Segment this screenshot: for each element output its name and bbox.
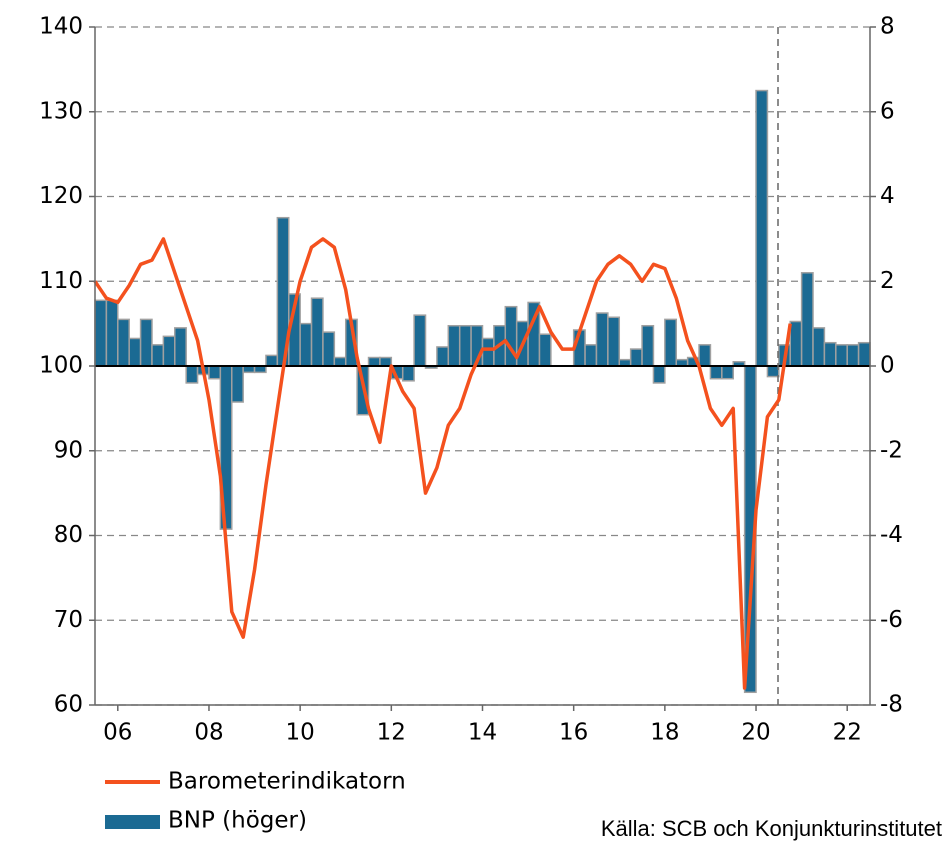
bar <box>698 344 712 367</box>
y2-tick-label: 8 <box>880 14 895 40</box>
bar <box>413 314 427 367</box>
bar <box>139 318 153 367</box>
x-tick-label: 06 <box>103 720 132 746</box>
y-tick-label: 80 <box>54 522 83 548</box>
bar <box>208 365 222 380</box>
legend-label: Barometerindikatorn <box>168 769 406 795</box>
y-tick-label: 110 <box>39 268 83 294</box>
bar <box>812 327 826 367</box>
bar <box>322 331 336 367</box>
bar <box>162 335 176 367</box>
y-tick-label: 60 <box>54 692 83 718</box>
bar <box>846 344 860 367</box>
bar <box>800 272 814 367</box>
bar <box>641 324 655 367</box>
bar <box>857 341 871 367</box>
bar <box>766 365 780 378</box>
x-tick-label: 18 <box>650 720 679 746</box>
bar <box>835 344 848 367</box>
x-tick-label: 12 <box>377 720 406 746</box>
bar <box>117 318 130 367</box>
bar <box>595 312 609 367</box>
y-tick-label: 140 <box>39 14 83 40</box>
bar <box>265 354 279 367</box>
x-tick-label: 22 <box>833 720 862 746</box>
source-note: Källa: SCB och Konjunkturinstitutet <box>601 816 942 841</box>
bar <box>664 318 678 367</box>
y2-tick-label: 4 <box>880 183 895 209</box>
bar <box>185 365 199 384</box>
bar <box>823 341 837 367</box>
bar <box>174 327 187 367</box>
bar <box>458 324 472 367</box>
bar <box>401 365 415 382</box>
y-tick-label: 120 <box>39 183 83 209</box>
axes: 60 70 80 90 100 110 120 130 140 -8 -6 -4 -2 0 2 4 6 8 06 08… <box>39 14 903 746</box>
bar <box>447 324 461 367</box>
legend-bar-swatch <box>105 815 160 829</box>
y-tick-label: 70 <box>54 607 83 633</box>
bar <box>607 316 621 367</box>
y2-tick-label: -4 <box>880 522 903 548</box>
y2-tick-label: 0 <box>880 353 895 379</box>
line <box>93 237 792 690</box>
y-tick-label: 130 <box>39 98 83 124</box>
y-tick-label: 100 <box>39 353 83 379</box>
bar <box>333 356 347 367</box>
y2-tick-label: -8 <box>880 692 903 718</box>
x-tick-label: 20 <box>741 720 770 746</box>
y2-tick-label: -6 <box>880 607 903 633</box>
bar <box>652 365 666 384</box>
bars <box>94 89 871 694</box>
x-tick-label: 16 <box>559 720 588 746</box>
bar <box>481 337 495 367</box>
y2-tick-label: -2 <box>880 437 903 463</box>
bar <box>789 320 803 367</box>
bar <box>755 89 769 367</box>
bar <box>151 344 165 367</box>
bar <box>629 348 643 367</box>
x-tick-label: 08 <box>194 720 223 746</box>
bar <box>310 297 324 367</box>
bar <box>367 356 381 367</box>
bar <box>584 344 598 367</box>
y2-tick-label: 2 <box>880 268 895 294</box>
bar <box>105 299 119 367</box>
bar <box>721 365 734 380</box>
bar <box>709 365 723 380</box>
legend-label: BNP (höger) <box>168 808 307 834</box>
bar <box>299 322 313 367</box>
bar <box>231 365 244 403</box>
bar <box>436 346 450 367</box>
lines <box>93 237 792 690</box>
bar <box>94 299 108 367</box>
x-tick-label: 10 <box>286 720 315 746</box>
bar <box>538 333 552 367</box>
bar <box>128 337 142 367</box>
bar <box>379 356 393 367</box>
y2-tick-label: 6 <box>880 98 895 124</box>
x-tick-label: 14 <box>468 720 497 746</box>
y-tick-label: 90 <box>54 437 83 463</box>
